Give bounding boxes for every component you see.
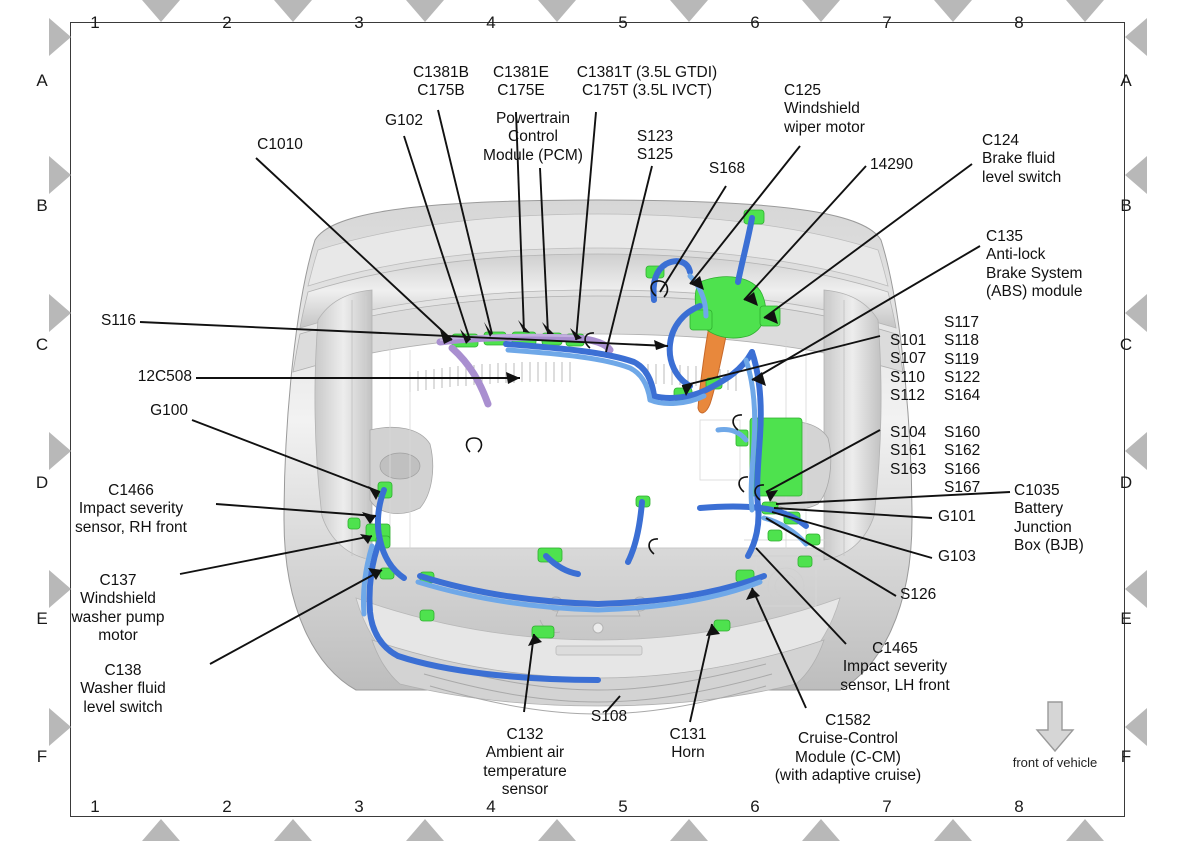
- grid-col-bottom-7: 7: [882, 797, 892, 816]
- grid-tick-right: [1125, 156, 1147, 194]
- grid-col-top-6: 6: [750, 13, 760, 32]
- callout-splice-group-1-col1: S101 S107 S110 S112: [890, 332, 927, 404]
- grid-col-top-8: 8: [1014, 13, 1024, 32]
- callout-c125: C125 Windshield wiper motor: [784, 82, 865, 136]
- grid-row-left-F: F: [36, 747, 48, 766]
- front-of-vehicle-indicator: front of vehicle: [1000, 700, 1110, 770]
- callout-14290: 14290: [870, 156, 914, 173]
- down-arrow-icon: [1035, 701, 1075, 753]
- grid-tick-top: [142, 0, 180, 22]
- grid-row-right-A: A: [1120, 71, 1132, 90]
- callout-c1010: C1010: [257, 136, 303, 153]
- grid-row-right-E: E: [1120, 609, 1132, 628]
- callout-c1381b: C1381B C175B: [412, 64, 469, 100]
- grid-tick-top: [406, 0, 444, 22]
- grid-tick-left: [49, 432, 71, 470]
- grid-tick-bottom: [406, 819, 444, 841]
- grid-col-top-1: 1: [90, 13, 100, 32]
- grid-col-bottom-5: 5: [618, 797, 628, 816]
- callout-g102: G102: [385, 112, 423, 129]
- grid-col-bottom-4: 4: [486, 797, 496, 816]
- grid-col-top-5: 5: [618, 13, 628, 32]
- callout-g103: G103: [938, 548, 976, 565]
- front-of-vehicle-caption: front of vehicle: [1012, 755, 1098, 770]
- grid-row-left-E: E: [36, 609, 48, 628]
- grid-col-top-4: 4: [486, 13, 496, 32]
- callout-c135: C135 Anti-lock Brake System (ABS) module: [986, 228, 1083, 300]
- callout-c1035: C1035 Battery Junction Box (BJB): [1014, 482, 1084, 554]
- grid-col-bottom-3: 3: [354, 797, 364, 816]
- grid-tick-right: [1125, 294, 1147, 332]
- callout-splice-group-2-col1: S104 S161 S163: [890, 424, 927, 478]
- grid-tick-bottom: [934, 819, 972, 841]
- grid-tick-bottom: [802, 819, 840, 841]
- callout-s168: S168: [708, 160, 746, 177]
- grid-tick-left: [49, 708, 71, 746]
- callout-s126: S126: [900, 586, 937, 603]
- grid-tick-left: [49, 294, 71, 332]
- callout-s108: S108: [590, 708, 628, 725]
- callout-c1465: C1465 Impact severity sensor, LH front: [840, 640, 950, 694]
- callout-c1582: C1582 Cruise-Control Module (C-CM) (with…: [774, 712, 922, 784]
- grid-col-top-2: 2: [222, 13, 232, 32]
- grid-tick-top: [274, 0, 312, 22]
- callout-g101: G101: [938, 508, 976, 525]
- diagram-frame: [70, 22, 1125, 817]
- callout-splice-group-2-col2: S160 S162 S166 S167: [944, 424, 981, 496]
- callout-c1466: C1466 Impact severity sensor, RH front: [75, 482, 187, 536]
- grid-col-top-7: 7: [882, 13, 892, 32]
- grid-col-bottom-6: 6: [750, 797, 760, 816]
- grid-row-left-B: B: [36, 196, 48, 215]
- grid-tick-right: [1125, 18, 1147, 56]
- grid-tick-left: [49, 156, 71, 194]
- grid-tick-bottom: [142, 819, 180, 841]
- callout-pcm: Powertrain Control Module (PCM): [483, 110, 583, 164]
- grid-tick-bottom: [538, 819, 576, 841]
- grid-row-left-A: A: [36, 71, 48, 90]
- grid-tick-bottom: [274, 819, 312, 841]
- grid-tick-left: [49, 18, 71, 56]
- callout-12c508: 12C508: [137, 368, 192, 385]
- grid-tick-bottom: [670, 819, 708, 841]
- grid-tick-top: [802, 0, 840, 22]
- callout-splice-group-1-col2: S117 S118 S119 S122 S164: [944, 314, 981, 405]
- grid-tick-top: [1066, 0, 1104, 22]
- grid-tick-top: [934, 0, 972, 22]
- grid-col-top-3: 3: [354, 13, 364, 32]
- callout-c131: C131 Horn: [669, 726, 707, 762]
- grid-tick-top: [670, 0, 708, 22]
- grid-tick-right: [1125, 432, 1147, 470]
- grid-row-left-D: D: [35, 473, 49, 492]
- callout-c137: C137 Windshield washer pump motor: [71, 572, 165, 644]
- grid-row-right-C: C: [1119, 335, 1133, 354]
- callout-c124: C124 Brake fluid level switch: [982, 132, 1062, 186]
- grid-col-bottom-1: 1: [90, 797, 100, 816]
- callout-s123-s125: S123 S125: [636, 128, 674, 164]
- grid-row-right-D: D: [1119, 473, 1133, 492]
- callout-s116: S116: [100, 312, 136, 329]
- grid-row-left-C: C: [35, 335, 49, 354]
- grid-tick-right: [1125, 570, 1147, 608]
- grid-row-right-F: F: [1120, 747, 1132, 766]
- callout-c1381e: C1381E C175E: [492, 64, 549, 100]
- grid-tick-right: [1125, 708, 1147, 746]
- callout-g100: G100: [150, 402, 188, 419]
- grid-tick-top: [538, 0, 576, 22]
- grid-col-bottom-2: 2: [222, 797, 232, 816]
- grid-col-bottom-8: 8: [1014, 797, 1024, 816]
- callout-c1381t: C1381T (3.5L GTDI) C175T (3.5L IVCT): [576, 64, 718, 100]
- grid-row-right-B: B: [1120, 196, 1132, 215]
- callout-c132: C132 Ambient air temperature sensor: [483, 726, 567, 798]
- callout-c138: C138 Washer fluid level switch: [80, 662, 166, 716]
- grid-tick-bottom: [1066, 819, 1104, 841]
- grid-tick-left: [49, 570, 71, 608]
